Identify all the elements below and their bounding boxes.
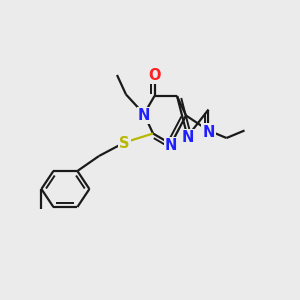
Text: N: N [138, 108, 150, 123]
Text: S: S [119, 136, 130, 152]
Text: N: N [181, 130, 194, 146]
Text: O: O [148, 68, 161, 82]
Text: N: N [202, 124, 215, 140]
Text: N: N [165, 138, 177, 153]
